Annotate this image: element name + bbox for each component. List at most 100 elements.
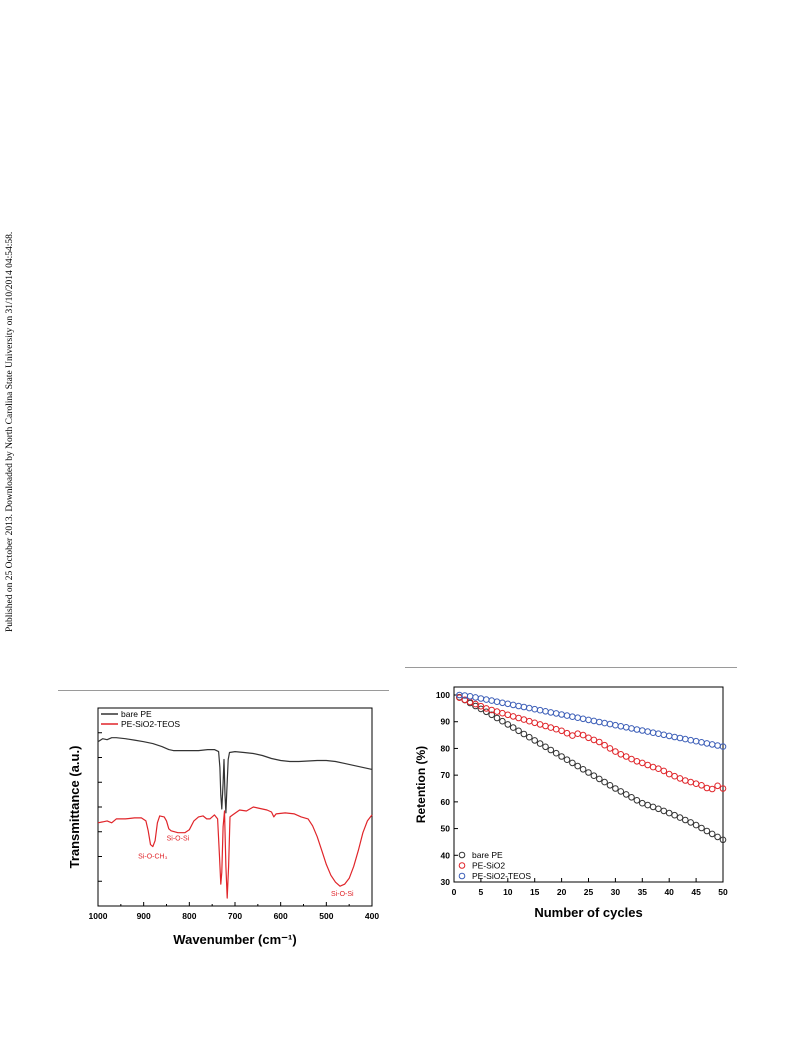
retention-x-tick-label: 20 (557, 887, 567, 897)
ftir-series-line-1 (97, 806, 373, 899)
retention-point-2 (504, 700, 512, 708)
retention-point-1 (698, 782, 705, 789)
retention-point-1 (644, 761, 652, 769)
retention-point-0 (542, 743, 549, 751)
retention-point-0 (504, 721, 512, 728)
retention-point-2 (703, 740, 711, 747)
retention-point-2 (574, 714, 582, 722)
retention-point-0 (574, 762, 582, 770)
retention-point-2 (569, 713, 576, 721)
left-figure-rule (58, 690, 389, 691)
ftir-legend-label-0: bare PE (121, 709, 152, 719)
retention-point-1 (655, 765, 662, 773)
retention-point-2 (531, 705, 539, 713)
retention-x-tick-label: 25 (584, 887, 594, 897)
ftir-legend-label-1: PE-SiO2-TEOS (121, 719, 180, 729)
retention-point-1 (456, 694, 463, 702)
retention-point-2 (649, 729, 657, 737)
ftir-x-tick-label: 600 (274, 911, 288, 921)
retention-point-2 (547, 709, 555, 716)
retention-point-2 (488, 697, 496, 704)
retention-x-tick-label: 10 (503, 887, 513, 897)
ftir-x-tick-label: 800 (182, 911, 196, 921)
retention-point-0 (671, 811, 678, 819)
retention-legend-marker-2 (458, 872, 466, 880)
retention-point-1 (590, 736, 598, 744)
retention-legend-marker-0 (458, 851, 466, 859)
retention-point-0 (493, 714, 501, 722)
retention-point-1 (692, 780, 700, 788)
retention-point-2 (655, 730, 662, 738)
retention-point-0 (612, 785, 619, 792)
retention-point-0 (558, 753, 565, 760)
retention-point-0 (488, 711, 496, 719)
retention-y-tick-label: 30 (441, 877, 451, 887)
retention-point-1 (552, 725, 560, 733)
retention-point-2 (719, 743, 727, 750)
retention-y-tick-label: 60 (441, 797, 451, 807)
retention-point-1 (499, 709, 506, 717)
retention-point-2 (601, 719, 608, 727)
ftir-x-tick-label: 900 (137, 911, 151, 921)
retention-point-0 (569, 759, 576, 767)
retention-point-2 (698, 739, 705, 746)
retention-point-2 (552, 710, 560, 717)
retention-y-axis-title: Retention (%) (414, 746, 428, 823)
retention-point-0 (547, 746, 555, 754)
retention-y-tick-label: 50 (441, 824, 451, 834)
retention-point-1 (649, 763, 657, 771)
retention-point-0 (563, 756, 571, 764)
retention-point-2 (520, 703, 528, 711)
retention-point-0 (708, 830, 716, 838)
retention-point-1 (574, 730, 582, 738)
retention-legend-label-0: bare PE (472, 850, 503, 860)
retention-point-1 (547, 724, 555, 731)
retention-x-axis-title: Number of cycles (534, 905, 642, 920)
retention-point-2 (622, 724, 630, 731)
retention-legend-label-1: PE-SiO2 (472, 861, 505, 871)
retention-point-1 (708, 785, 716, 793)
retention-point-2 (644, 728, 652, 735)
retention-point-2 (633, 726, 641, 733)
retention-point-2 (639, 727, 646, 734)
retention-point-1 (596, 738, 603, 746)
retention-point-1 (477, 702, 485, 710)
retention-point-0 (509, 724, 517, 731)
retention-point-0 (526, 733, 533, 741)
retention-point-0 (585, 769, 592, 776)
ftir-y-axis-title: Transmittance (a.u.) (67, 746, 82, 869)
retention-point-0 (682, 816, 689, 824)
retention-point-1 (622, 753, 630, 760)
retention-point-1 (601, 741, 608, 749)
retention-point-0 (633, 797, 641, 804)
retention-point-0 (639, 799, 646, 807)
retention-point-1 (542, 722, 549, 730)
retention-point-0 (649, 803, 657, 811)
retention-point-2 (483, 696, 490, 703)
ftir-series-line-0 (97, 737, 373, 814)
retention-point-2 (477, 695, 485, 702)
retention-point-0 (590, 772, 598, 780)
retention-y-tick-label: 40 (441, 850, 451, 860)
retention-point-1 (671, 772, 678, 780)
retention-point-2 (628, 725, 635, 732)
retention-point-0 (596, 775, 603, 783)
ftir-peak-annotation: Si-O-Si (167, 836, 190, 843)
retention-point-2 (579, 715, 587, 723)
retention-point-2 (682, 735, 689, 743)
retention-point-1 (606, 745, 614, 752)
retention-point-2 (472, 694, 479, 701)
retention-point-2 (590, 717, 598, 725)
retention-point-2 (558, 711, 565, 718)
retention-point-1 (493, 708, 501, 715)
retention-point-1 (617, 751, 625, 758)
retention-x-tick-label: 35 (638, 887, 648, 897)
retention-point-1 (714, 782, 721, 790)
retention-point-1 (660, 767, 668, 775)
retention-point-2 (687, 736, 695, 744)
retention-point-0 (552, 749, 560, 757)
retention-point-1 (472, 700, 479, 708)
retention-point-0 (520, 730, 528, 738)
retention-point-0 (714, 833, 721, 841)
retention-point-1 (579, 731, 587, 739)
